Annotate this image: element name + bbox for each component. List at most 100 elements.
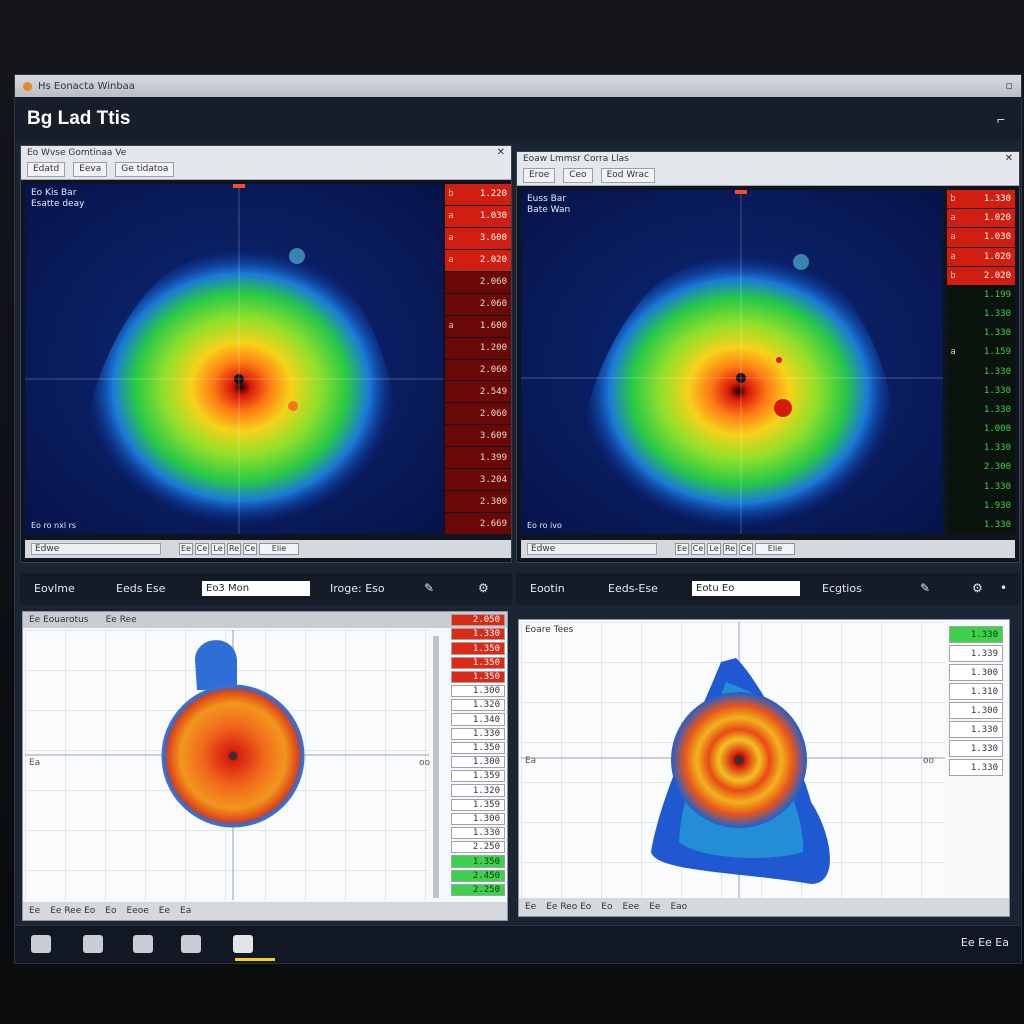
chart-app-icon[interactable] bbox=[233, 935, 253, 953]
edit-icon[interactable]: ✎ bbox=[920, 581, 931, 595]
scale-value: 1.330 bbox=[983, 385, 1011, 396]
scale-cell: a 3.600 bbox=[445, 227, 511, 249]
heat-blob bbox=[580, 254, 897, 528]
heatmap-panel-right: Eoaw Lmmsr Corra Llas ✕ Eroe Ceo Eod Wrac bbox=[516, 151, 1020, 563]
settings-icon[interactable]: ⚙ bbox=[478, 581, 489, 595]
status-text: Ee bbox=[649, 902, 661, 912]
toolbar-button[interactable]: Ceo bbox=[563, 168, 593, 183]
scale-index: a bbox=[448, 211, 454, 222]
scale-value: 1.600 bbox=[479, 321, 507, 332]
toolbar-button[interactable]: Eeva bbox=[73, 162, 108, 177]
app-icon[interactable] bbox=[31, 935, 51, 953]
scale-value: 2.020 bbox=[479, 255, 507, 266]
status-button[interactable]: Ce bbox=[691, 543, 705, 555]
scale-cell: 1.330 bbox=[947, 381, 1015, 400]
close-icon[interactable]: ✕ bbox=[496, 147, 505, 158]
scale-value: 1.330 bbox=[983, 520, 1011, 530]
scale-cell: 1.330 bbox=[451, 628, 505, 641]
toolbar-button[interactable]: Eroe bbox=[523, 168, 556, 183]
scale-cell: b 1.330 bbox=[947, 190, 1015, 209]
panel-header-text: Ee Eouarotus bbox=[29, 615, 89, 625]
scale-cell: 1.330 bbox=[949, 721, 1003, 738]
scale-index: a bbox=[448, 321, 454, 332]
menu-icon[interactable]: ⌐ bbox=[996, 111, 1005, 127]
toolbar-button[interactable]: Eod Wrac bbox=[600, 168, 655, 183]
scale-cell: 2.060 bbox=[445, 403, 511, 425]
close-icon[interactable]: ✕ bbox=[1004, 153, 1013, 164]
scale-cell: 1.330 bbox=[451, 827, 505, 840]
toolbar-button[interactable]: Edatd bbox=[27, 162, 66, 177]
scale-cell: 2.050 bbox=[451, 614, 505, 627]
heatmap-plot[interactable]: Euss Bar Bate Wan Eo ro ivo bbox=[521, 190, 943, 534]
scale-value: 2.669 bbox=[479, 518, 507, 529]
control-bar-right: Eootin Eeds-Ese Eotu Eo Ecgtios ✎ ⚙ • bbox=[516, 573, 1020, 605]
contour-svg bbox=[521, 622, 945, 898]
status-button[interactable]: Re bbox=[723, 543, 737, 555]
scale-cell: 1.350 bbox=[451, 670, 505, 684]
status-button[interactable]: Le bbox=[707, 543, 721, 555]
scale-value: 1.020 bbox=[983, 251, 1011, 262]
contour-plot[interactable] bbox=[521, 622, 945, 898]
scale-cell: 1.330 bbox=[949, 740, 1003, 757]
scale-value: 1.020 bbox=[983, 213, 1011, 224]
scale-value: 2.060 bbox=[479, 277, 507, 288]
folder-icon[interactable] bbox=[83, 935, 103, 953]
heatmap-panel-left: Eo Wvse Gomtinaa Ve ✕ Edatd Eeva Ge tidat… bbox=[20, 145, 512, 563]
toolbar-button[interactable]: Ge tidatoa bbox=[115, 162, 175, 177]
window-icon[interactable] bbox=[133, 935, 153, 953]
status-button[interactable]: Ee bbox=[675, 543, 689, 555]
contour-plot[interactable] bbox=[25, 630, 429, 900]
scale-cell: a 1.020 bbox=[947, 209, 1015, 228]
status-text: Eee bbox=[622, 902, 640, 912]
status-button[interactable]: Ce bbox=[739, 543, 753, 555]
scale-value: 1.030 bbox=[479, 211, 507, 222]
window-title: Hs Eonacta Winbaa bbox=[38, 80, 135, 92]
status-text: Eao bbox=[670, 902, 688, 912]
status-button[interactable]: Ce bbox=[195, 543, 209, 555]
status-button[interactable]: Re bbox=[227, 543, 241, 555]
scale-index: a bbox=[448, 255, 454, 266]
settings-icon[interactable]: ⚙ bbox=[972, 581, 983, 595]
side-label: oo bbox=[923, 756, 935, 766]
status-button[interactable]: Elie bbox=[755, 543, 795, 555]
scale-value: 1.330 bbox=[983, 443, 1011, 454]
hot-spot bbox=[776, 357, 782, 363]
status-button[interactable]: Ee bbox=[179, 543, 193, 555]
scale-cell: 1.350 bbox=[451, 855, 505, 868]
scale-cell: 1.399 bbox=[445, 447, 511, 469]
scale-cell: 2.300 bbox=[445, 491, 511, 513]
status-field[interactable]: Edwe bbox=[31, 543, 161, 555]
status-button[interactable]: Ce bbox=[243, 543, 257, 555]
hot-spot bbox=[288, 401, 298, 411]
panel-header: Eoare Tees bbox=[525, 625, 574, 635]
edit-icon[interactable]: ✎ bbox=[424, 581, 435, 595]
top-marker[interactable] bbox=[735, 190, 747, 194]
scale-cell: 2.450 bbox=[451, 869, 505, 882]
scale-value: 3.600 bbox=[479, 233, 507, 244]
scrollbar[interactable] bbox=[433, 636, 439, 898]
taskbar: Ee Ee Ea bbox=[15, 925, 1021, 963]
ctrl-input[interactable]: Eo3 Mon bbox=[202, 581, 310, 596]
top-marker[interactable] bbox=[233, 184, 245, 188]
heatmap-plot[interactable]: Eo Kis Bar Esatte deay Eo ro nxl rs bbox=[25, 184, 443, 534]
scale-cell: 2.250 bbox=[451, 841, 505, 854]
scale-cell: 1.330 bbox=[947, 477, 1015, 496]
status-buttons: Ee Ce Le Re Ce Elie bbox=[179, 543, 299, 555]
status-field[interactable]: Edwe bbox=[527, 543, 657, 555]
scale-index: b bbox=[448, 189, 454, 200]
ctrl-label: Iroge: Eso bbox=[330, 582, 385, 595]
center-point bbox=[229, 752, 237, 760]
document-icon[interactable] bbox=[181, 935, 201, 953]
scale-cell: 1.199 bbox=[947, 285, 1015, 305]
contour-svg bbox=[25, 630, 429, 900]
status-button[interactable]: Elie bbox=[259, 543, 299, 555]
status-button[interactable]: Le bbox=[211, 543, 225, 555]
ctrl-input[interactable]: Eotu Eo bbox=[692, 581, 800, 596]
more-icon[interactable]: • bbox=[1000, 581, 1008, 595]
scale-cell: 1.339 bbox=[949, 645, 1003, 662]
scale-cell: 2.060 bbox=[445, 271, 511, 293]
scale-cell: 1.300 bbox=[451, 756, 505, 769]
window-controls-icon[interactable]: ▫ bbox=[1005, 79, 1013, 92]
scale-value: 1.330 bbox=[983, 309, 1011, 320]
scale-value: 2.060 bbox=[479, 364, 507, 375]
